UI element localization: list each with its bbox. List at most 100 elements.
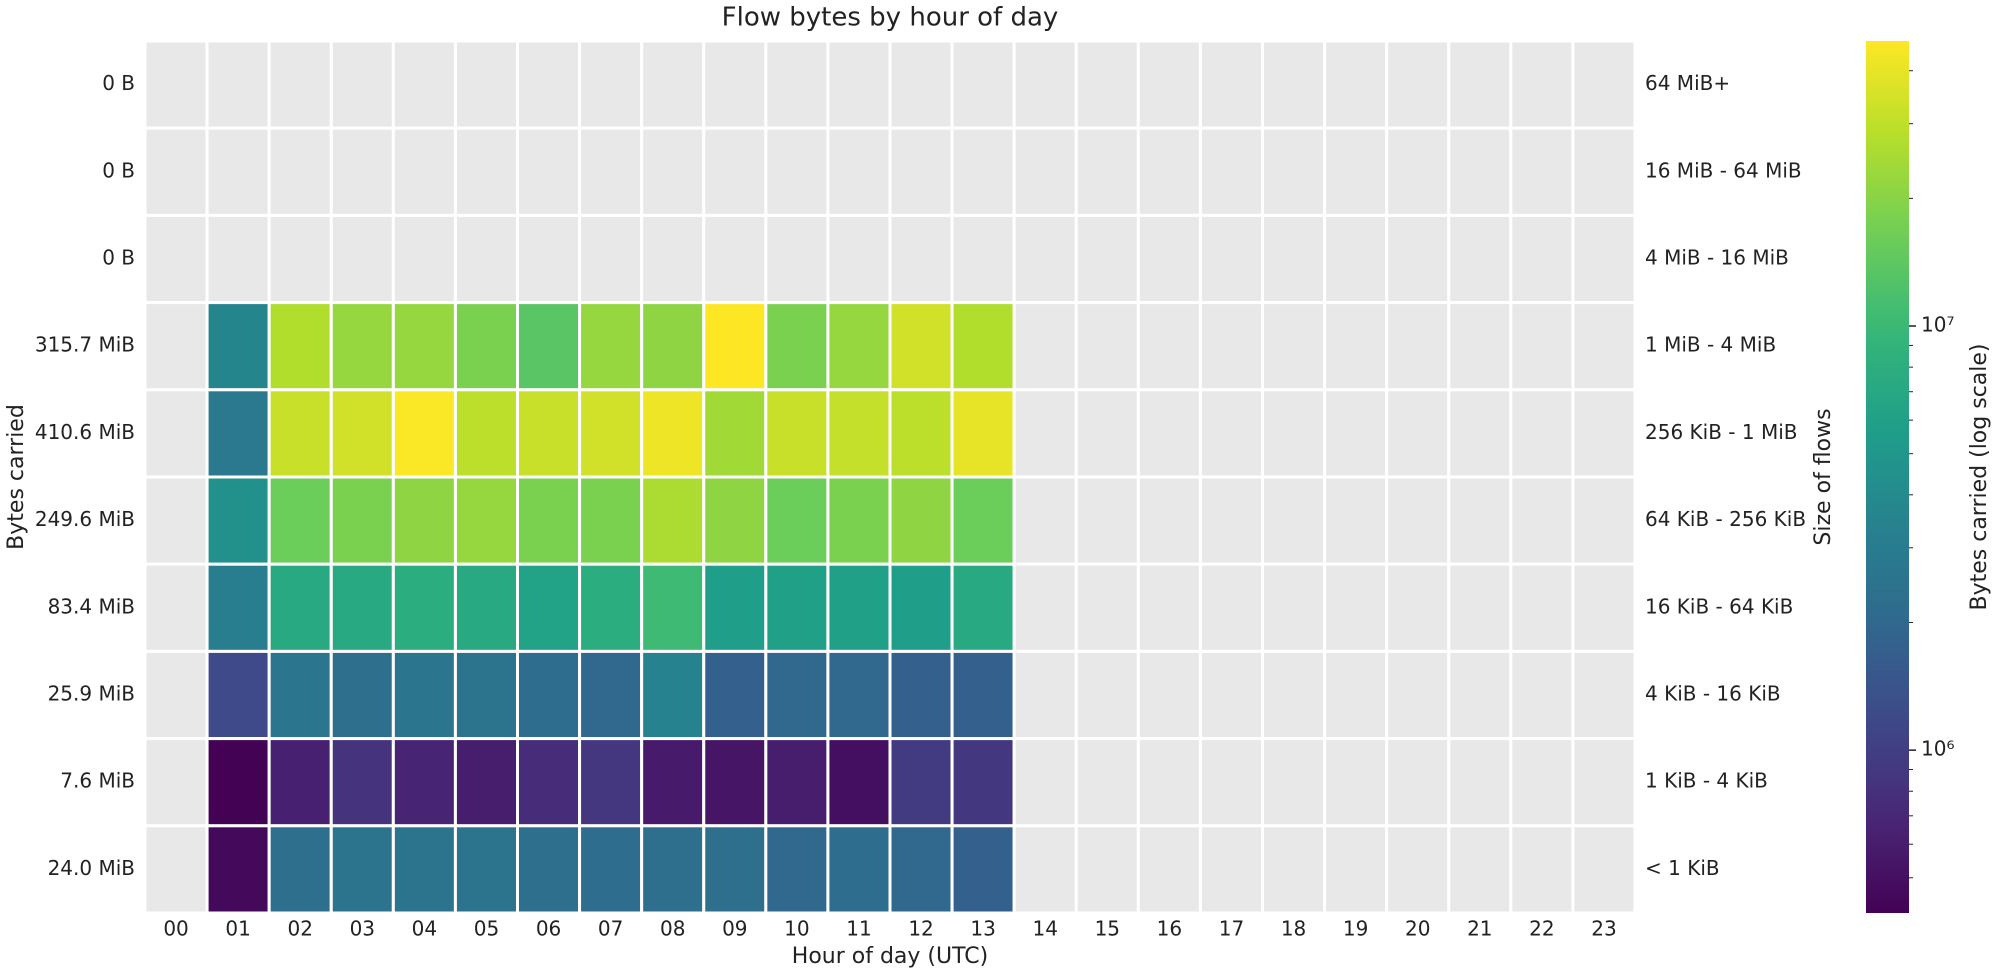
empty-cell xyxy=(1447,301,1513,392)
x-tick-label: 15 xyxy=(1095,917,1120,941)
y2-tick-label: 64 MiB+ xyxy=(1645,71,1730,95)
empty-cell xyxy=(1074,649,1140,741)
cell xyxy=(764,562,830,653)
cell xyxy=(578,562,644,653)
y-axis-label: Bytes carried xyxy=(4,404,29,550)
empty-cell xyxy=(1261,824,1327,915)
cell xyxy=(205,301,271,392)
empty-cell xyxy=(1074,388,1140,479)
empty-cell xyxy=(143,39,209,130)
empty-cell xyxy=(1198,301,1264,392)
cell xyxy=(702,737,768,828)
cell xyxy=(640,737,706,828)
cell xyxy=(205,475,271,566)
empty-cell xyxy=(1571,649,1637,741)
cell xyxy=(702,301,768,392)
cell xyxy=(205,737,271,828)
cell xyxy=(205,824,271,915)
empty-cell xyxy=(205,39,271,130)
x-tick-label: 01 xyxy=(225,917,250,941)
empty-cell xyxy=(1509,737,1575,828)
empty-cell xyxy=(1136,737,1202,828)
cell xyxy=(516,301,582,392)
cell xyxy=(950,562,1016,653)
y2-tick-label: < 1 KiB xyxy=(1645,856,1720,880)
cell xyxy=(578,737,644,828)
empty-cell xyxy=(1447,475,1513,566)
empty-cell xyxy=(391,213,457,305)
empty-cell xyxy=(1198,649,1264,741)
empty-cell xyxy=(1012,388,1078,479)
empty-cell xyxy=(1447,562,1513,653)
empty-cell xyxy=(578,126,644,217)
cell xyxy=(391,562,457,653)
empty-cell xyxy=(1323,562,1389,653)
empty-cell xyxy=(1323,39,1389,130)
x-tick-label: 04 xyxy=(412,917,437,941)
cell xyxy=(826,388,892,479)
cell xyxy=(329,824,395,915)
cell xyxy=(453,475,519,566)
row-total-label: 0 B xyxy=(102,246,135,270)
x-tick-label: 14 xyxy=(1032,917,1057,941)
empty-cell xyxy=(1509,301,1575,392)
cell xyxy=(267,562,333,653)
empty-cell xyxy=(1012,649,1078,741)
empty-cell xyxy=(1261,737,1327,828)
cell xyxy=(453,562,519,653)
empty-cell xyxy=(1509,475,1575,566)
empty-cell xyxy=(1198,824,1264,915)
empty-cell xyxy=(143,126,209,217)
x-tick-label: 06 xyxy=(536,917,561,941)
empty-cell xyxy=(1447,388,1513,479)
x-tick-label: 08 xyxy=(660,917,685,941)
empty-cell xyxy=(143,388,209,479)
cell xyxy=(702,824,768,915)
x-tick-label: 03 xyxy=(350,917,375,941)
y2-tick-label: 4 KiB - 16 KiB xyxy=(1645,682,1781,706)
cell xyxy=(329,388,395,479)
empty-cell xyxy=(267,213,333,305)
empty-cell xyxy=(1136,39,1202,130)
cell xyxy=(329,649,395,741)
empty-cell xyxy=(1447,649,1513,741)
empty-cell xyxy=(143,649,209,741)
cell xyxy=(888,388,954,479)
cell xyxy=(267,737,333,828)
x-tick-label: 23 xyxy=(1591,917,1616,941)
empty-cell xyxy=(1509,213,1575,305)
y2-tick-label: 64 KiB - 256 KiB xyxy=(1645,507,1806,531)
cell xyxy=(826,824,892,915)
empty-cell xyxy=(764,213,830,305)
row-total-label: 7.6 MiB xyxy=(60,769,135,793)
row-total-label: 24.0 MiB xyxy=(48,856,135,880)
cell xyxy=(453,737,519,828)
cell xyxy=(453,301,519,392)
empty-cell xyxy=(143,562,209,653)
row-total-label: 0 B xyxy=(102,71,135,95)
cell xyxy=(516,737,582,828)
empty-cell xyxy=(1261,475,1327,566)
row-total-label: 315.7 MiB xyxy=(35,333,135,357)
empty-cell xyxy=(1571,562,1637,653)
cell xyxy=(950,824,1016,915)
colorbar xyxy=(1866,41,1909,913)
row-total-label: 83.4 MiB xyxy=(48,594,135,618)
empty-cell xyxy=(1571,388,1637,479)
cell xyxy=(702,562,768,653)
empty-cell xyxy=(1509,388,1575,479)
colorbar-label: Bytes carried (log scale) xyxy=(1967,344,1992,611)
empty-cell xyxy=(1012,126,1078,217)
y2-axis-label: Size of flows xyxy=(1811,408,1836,545)
empty-cell xyxy=(1447,824,1513,915)
cell xyxy=(888,475,954,566)
cell xyxy=(950,301,1016,392)
cell xyxy=(267,301,333,392)
cell xyxy=(329,301,395,392)
row-total-label: 0 B xyxy=(102,158,135,182)
empty-cell xyxy=(516,213,582,305)
empty-cell xyxy=(1509,126,1575,217)
cell xyxy=(764,824,830,915)
empty-cell xyxy=(1136,824,1202,915)
